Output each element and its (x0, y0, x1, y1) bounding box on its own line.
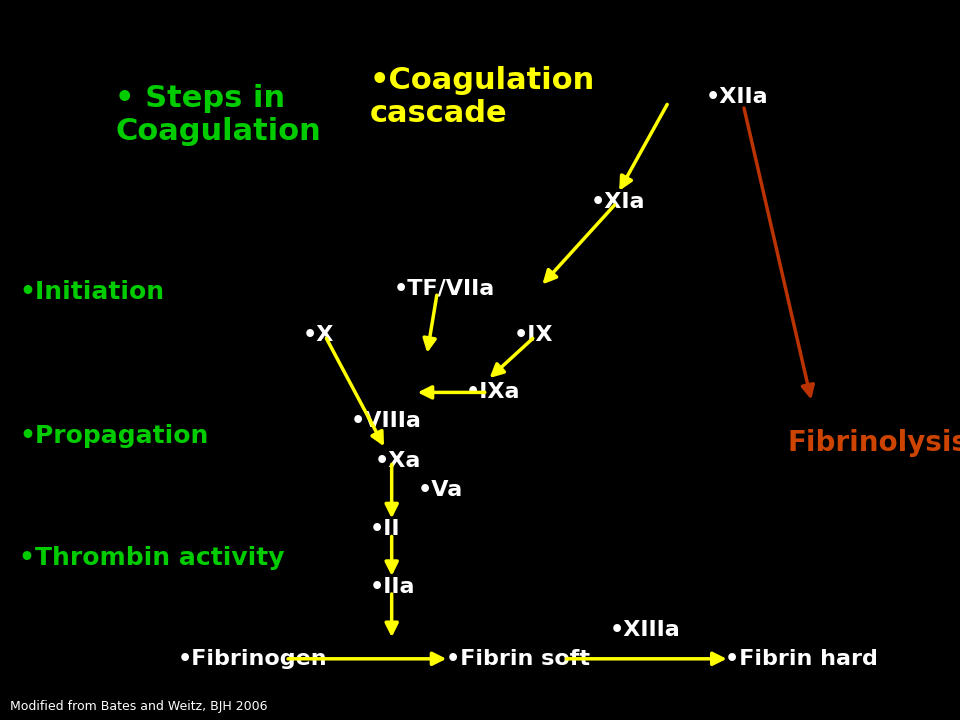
Text: •Fibrin hard: •Fibrin hard (725, 649, 877, 669)
Text: Modified from Bates and Weitz, BJH 2006: Modified from Bates and Weitz, BJH 2006 (10, 700, 267, 713)
Text: •Xa: •Xa (374, 451, 420, 471)
Text: •Thrombin activity: •Thrombin activity (19, 546, 285, 570)
Text: •XIa: •XIa (590, 192, 645, 212)
Text: •Fibrin soft: •Fibrin soft (446, 649, 590, 669)
Text: •Initiation: •Initiation (19, 279, 164, 304)
Text: •XIIa: •XIIa (706, 87, 768, 107)
Text: • Steps in
Coagulation: • Steps in Coagulation (115, 84, 321, 146)
Text: •Va: •Va (418, 480, 463, 500)
Text: •Fibrinogen: •Fibrinogen (178, 649, 327, 669)
Text: •X: •X (302, 325, 334, 345)
Text: •IXa: •IXa (466, 382, 520, 402)
Text: •Propagation: •Propagation (19, 423, 208, 448)
Text: •XIIIa: •XIIIa (610, 620, 681, 640)
Text: •VIIIa: •VIIIa (350, 411, 421, 431)
Text: •IX: •IX (514, 325, 553, 345)
Text: •Coagulation
cascade: •Coagulation cascade (370, 66, 595, 128)
Text: •TF/VIIa: •TF/VIIa (394, 278, 494, 298)
Text: •II: •II (370, 519, 400, 539)
Text: •IIa: •IIa (370, 577, 415, 597)
Text: Fibrinolysis: Fibrinolysis (787, 429, 960, 456)
